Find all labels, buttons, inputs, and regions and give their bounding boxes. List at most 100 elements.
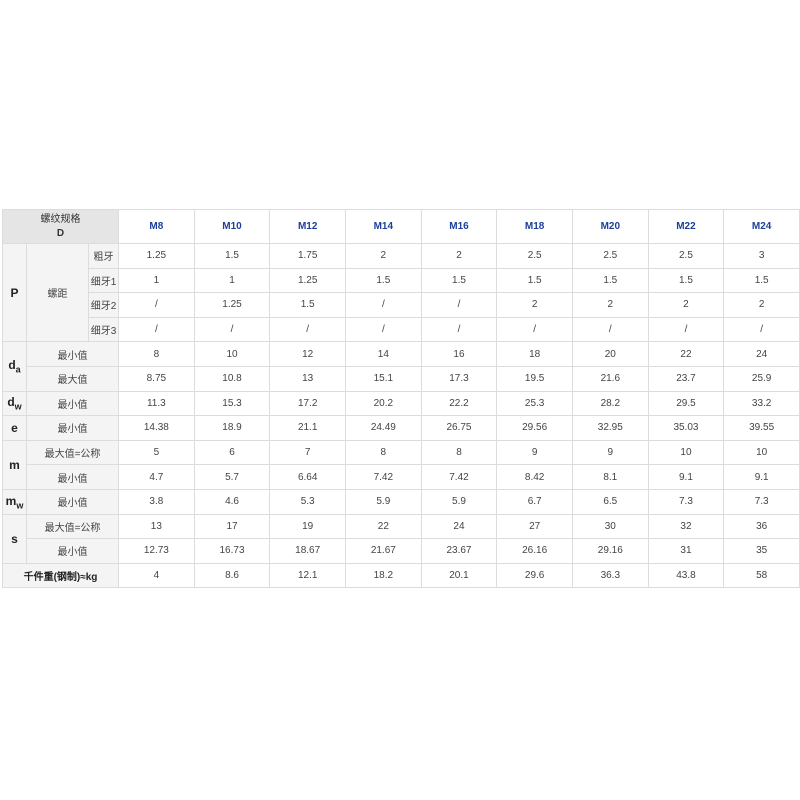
value-cell: 24: [420, 513, 498, 540]
symbol-subscript: w: [14, 401, 22, 412]
value-cell: 28.2: [571, 390, 649, 417]
value-cell: 21.67: [345, 538, 422, 564]
value-cell: 23.67: [420, 538, 498, 564]
value-cell: /: [193, 316, 271, 343]
value-cell: 1.25: [118, 243, 195, 269]
value-cell: 23.7: [647, 365, 725, 392]
value-cell: 1.25: [193, 292, 271, 318]
row-label-cell: 细牙1: [87, 267, 120, 294]
table-body: P 螺距 粗牙 1.25 1.5 1.75 2 2 2.5 2.5 2.5 3 细牙1 1 1 1.25 1.5…: [1, 242, 800, 589]
value-cell: 16: [420, 341, 498, 367]
value-cell: 10: [723, 439, 800, 466]
value-cell: 9.1: [723, 464, 800, 490]
value-cell: 35.03: [647, 415, 725, 441]
value-cell: 32.95: [571, 415, 649, 441]
table-row: mw 最小值 3.8 4.6 5.3 5.9 5.9 6.7 6.5 7.3 7.3: [2, 488, 800, 515]
table-row: da 最小值 8 10 12 14 16 18 20 22 24: [2, 341, 800, 392]
value-cell: 1.5: [345, 267, 422, 294]
value-cell: 17: [193, 513, 271, 540]
symbol-text: m: [9, 457, 20, 472]
value-cell: 32: [647, 513, 725, 540]
value-cell: 1.5: [496, 267, 573, 294]
value-cell: 29.6: [496, 562, 573, 589]
table-row: m 最大值=公称 5 6 7 8 8 9 9 10 10: [2, 439, 800, 490]
value-cell: 7: [269, 439, 346, 466]
category-cell: 螺距: [26, 242, 89, 343]
value-cell: 2: [723, 292, 800, 318]
row-label-cell: 最大值: [25, 365, 120, 392]
symbol-cell: da: [2, 341, 27, 392]
value-cell: 13: [269, 365, 346, 392]
value-cell: 7.3: [647, 488, 725, 515]
nut-spec-table: 螺纹规格 D M8 M10 M12 M14 M16 M18 M20 M22 M24 P 螺距 粗牙 1…: [1, 209, 800, 589]
symbol-text: m: [5, 493, 17, 508]
row-label-cell: 最小值: [25, 390, 120, 417]
value-cell: 18: [496, 341, 573, 367]
value-cell: /: [647, 316, 725, 343]
size-header-m18: M18: [496, 209, 573, 244]
value-cell: 2: [496, 292, 573, 318]
value-cell: 13: [118, 513, 195, 540]
value-cell: 2: [571, 292, 649, 318]
symbol-cell: dw: [2, 390, 27, 417]
symbol-text: e: [11, 420, 18, 435]
value-cell: 18.9: [193, 415, 271, 441]
value-cell: 11.3: [118, 390, 195, 417]
value-cell: 6: [193, 439, 271, 466]
value-cell: 2.5: [496, 243, 573, 269]
value-cell: 12: [269, 341, 346, 367]
value-cell: 1: [118, 267, 195, 294]
table-row: 细牙1 1 1 1.25 1.5 1.5 1.5 1.5 1.5 1.5: [3, 267, 800, 294]
value-cell: 4.7: [118, 464, 195, 490]
value-cell: /: [496, 316, 573, 343]
table-row: e 最小值 14.38 18.9 21.1 24.49 26.75 29.56 32.95 35.…: [2, 415, 800, 441]
value-cell: 5: [118, 439, 195, 466]
value-cell: 15.1: [345, 365, 422, 392]
value-cell: /: [571, 316, 649, 343]
value-cell: 6.5: [571, 488, 649, 515]
weight-row: 千件重(钢制)≈kg 4 8.6 12.1 18.2 20.1 29.6 36.3 43.8 58: [1, 562, 800, 589]
value-cell: 5.9: [345, 488, 422, 515]
value-cell: 2: [647, 292, 725, 318]
table-row: s 最大值=公称 13 17 19 22 24 27 30 32 36: [2, 513, 800, 564]
value-cell: 15.3: [193, 390, 271, 417]
value-cell: 17.3: [420, 365, 498, 392]
value-cell: 21.6: [571, 365, 649, 392]
value-cell: 26.75: [420, 415, 498, 441]
value-cell: 22: [647, 341, 725, 367]
symbol-text: d: [7, 395, 15, 410]
size-header-m24: M24: [723, 209, 800, 244]
value-cell: 33.2: [723, 390, 800, 417]
symbol-cell: e: [2, 415, 27, 441]
value-cell: 18.2: [345, 562, 422, 589]
value-cell: 22: [345, 513, 422, 540]
table-row: 细牙2/1.25 1.5//2 2 2 2: [3, 292, 800, 318]
value-cell: 26.16: [496, 538, 573, 564]
size-header-m10: M10: [193, 209, 271, 244]
value-cell: 8.6: [193, 562, 271, 589]
value-cell: 20: [571, 341, 649, 367]
value-cell: 31: [647, 538, 725, 564]
value-cell: 3: [723, 243, 800, 269]
value-cell: 7.42: [345, 464, 422, 490]
value-cell: 8: [420, 439, 498, 466]
value-cell: 1.5: [420, 267, 498, 294]
symbol-subscript: a: [15, 364, 21, 375]
symbol-cell: P: [2, 242, 27, 343]
value-cell: 1.5: [647, 267, 725, 294]
value-cell: 5.7: [193, 464, 271, 490]
value-cell: 4.6: [193, 488, 271, 515]
row-label-cell: 粗牙: [87, 243, 120, 269]
value-cell: 1.5: [193, 243, 271, 269]
value-cell: 14.38: [118, 415, 195, 441]
value-cell: 12.1: [269, 562, 346, 589]
value-cell: 8.1: [571, 464, 649, 490]
value-cell: 9: [571, 439, 649, 466]
table-row: 最小值 4.7 5.7 6.64 7.42 7.42 8.42 8.1 9.1 9.1: [3, 464, 800, 490]
value-cell: /: [420, 316, 498, 343]
value-cell: /: [345, 316, 422, 343]
value-cell: 10: [647, 439, 725, 466]
value-cell: /: [723, 316, 800, 343]
row-label-cell: 最小值: [25, 341, 120, 367]
symbol-cell: mw: [2, 488, 27, 515]
